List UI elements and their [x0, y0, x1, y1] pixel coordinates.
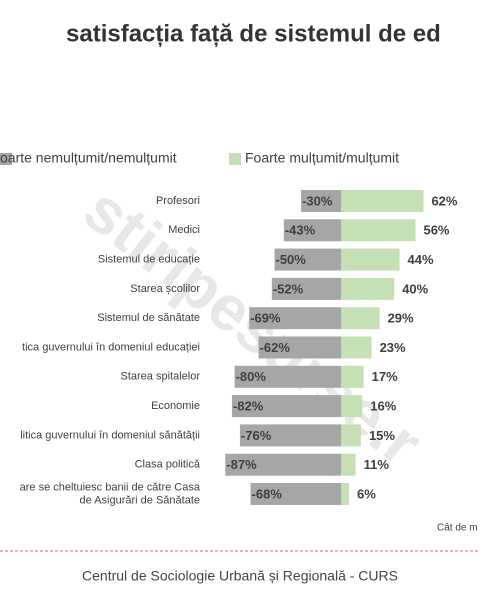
value-label: 62% [431, 193, 457, 208]
value-label: 44% [408, 252, 434, 267]
value-label: 15% [369, 428, 395, 443]
bar [341, 424, 361, 447]
bar [341, 248, 400, 271]
value-label: -30% [302, 193, 333, 208]
value-label: -43% [285, 223, 316, 238]
note: Cât de m [437, 523, 478, 534]
legend-swatch [0, 153, 12, 165]
bar [301, 190, 341, 212]
value-label: -52% [273, 281, 304, 296]
bar [341, 453, 356, 476]
bar [341, 307, 380, 330]
value-label: -82% [233, 399, 264, 414]
value-label: -50% [276, 252, 307, 267]
value-label: 11% [364, 457, 390, 472]
category-label: Economie [151, 400, 200, 412]
value-label: -87% [226, 457, 257, 472]
bar [341, 365, 364, 388]
category-label: Sistemul de sănătate [97, 312, 200, 324]
category-label-line: are se cheltuiesc banii de către Casa [20, 481, 201, 493]
category-label-line: de Asigurări de Sănătate [80, 494, 200, 506]
category-label: are se cheltuiesc banii de către Casa de … [20, 481, 201, 506]
bar [249, 307, 341, 330]
value-label: 40% [402, 281, 428, 296]
legend-label: oarte nemulțumit/nemulțumit [0, 150, 177, 166]
category-label: Clasa politică [135, 459, 201, 471]
value-label: -69% [250, 311, 281, 326]
value-label: 29% [388, 311, 414, 326]
bar [231, 395, 341, 418]
category-label: Profesori [156, 195, 200, 207]
bar [274, 248, 341, 271]
value-label: -76% [241, 428, 272, 443]
value-label: 6% [357, 486, 376, 501]
value-label: 17% [372, 369, 398, 384]
bar [341, 190, 424, 212]
bar [225, 453, 341, 476]
value-label: 56% [423, 223, 449, 238]
category-label: Starea spitalelor [121, 371, 201, 383]
bar [250, 483, 341, 505]
footer: Centrul de Sociologie Urbană și Regional… [82, 568, 398, 584]
value-label: -80% [236, 369, 267, 384]
category-label: Sistemul de educație [98, 254, 200, 266]
category-label: litica guvernului în domeniul sănătății [20, 429, 200, 441]
bar [271, 277, 341, 300]
legend-label: Foarte mulțumit/mulțumit [245, 150, 399, 166]
chart-title: satisfacția față de sistemul de ed [66, 20, 441, 47]
bar [341, 483, 349, 505]
bar [341, 219, 416, 242]
bar [341, 336, 372, 359]
bar [341, 277, 395, 300]
value-label: -68% [252, 486, 283, 501]
bar [239, 424, 341, 447]
bar [258, 336, 341, 359]
bar [341, 395, 363, 418]
bar [234, 365, 341, 388]
value-label: 23% [380, 340, 406, 355]
legend-swatch [229, 153, 241, 165]
bar [283, 219, 341, 242]
category-label: tica guvernului în domeniul educației [22, 341, 200, 353]
value-label: -62% [260, 340, 291, 355]
category-label: Medici [168, 224, 200, 236]
value-label: 16% [370, 399, 396, 414]
category-label: Starea școlilor [130, 283, 200, 295]
